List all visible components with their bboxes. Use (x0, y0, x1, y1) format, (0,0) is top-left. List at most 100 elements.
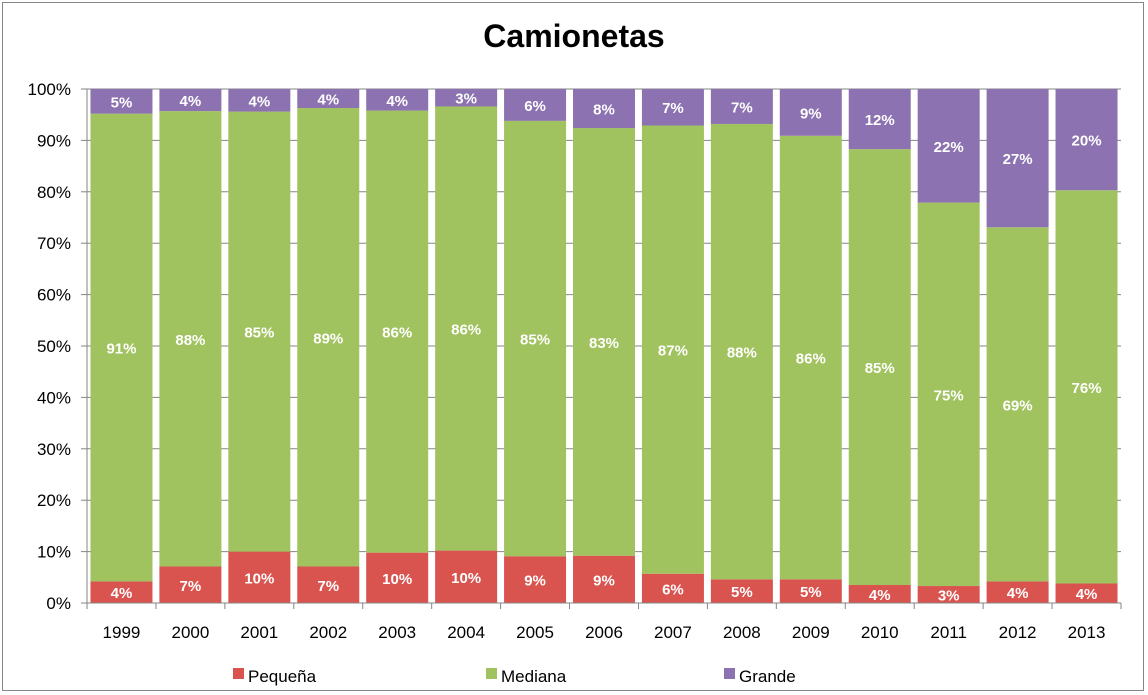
legend-label-mediana: Mediana (501, 667, 567, 686)
y-tick-label: 30% (37, 440, 71, 459)
bar-pequena-2002 (297, 566, 360, 603)
bar-grande-2011 (917, 89, 980, 203)
bar-mediana-1999 (90, 113, 153, 582)
data-label: 4% (111, 585, 133, 602)
bar-grande-2012 (986, 89, 1049, 228)
data-label: 86% (796, 351, 826, 368)
data-label: 4% (386, 93, 408, 110)
bar-pequena-2008 (710, 579, 773, 603)
bar-mediana-2013 (1055, 190, 1118, 584)
data-label: 7% (731, 99, 753, 116)
legend: Pequeña Mediana Grande (233, 667, 796, 686)
data-label: 85% (520, 332, 550, 349)
bar-grande-2002 (297, 89, 360, 109)
bar-grande-2007 (641, 89, 704, 126)
x-tick-label: 2007 (654, 623, 692, 642)
x-tick-label: 2002 (309, 623, 347, 642)
bar-mediana-2005 (504, 120, 567, 557)
data-label: 4% (317, 92, 339, 109)
bars-layer (90, 89, 1118, 603)
bar-mediana-2003 (366, 110, 429, 553)
y-tick-label: 80% (37, 183, 71, 202)
bar-grande-2009 (779, 89, 842, 136)
bar-grande-1999 (90, 89, 153, 114)
data-label: 10% (382, 571, 412, 588)
bar-pequena-2004 (435, 550, 498, 603)
bar-grande-2006 (573, 89, 635, 129)
legend-swatch-grande (724, 668, 735, 679)
y-tick-label: 90% (37, 131, 71, 150)
bar-grande-2013 (1055, 89, 1118, 191)
data-label: 7% (180, 578, 202, 595)
x-tick-label: 1999 (103, 623, 141, 642)
bar-pequena-2006 (573, 555, 635, 603)
data-label: 6% (662, 581, 684, 598)
bar-grande-2008 (710, 89, 773, 124)
bar-mediana-2008 (710, 123, 773, 580)
data-label: 89% (313, 330, 343, 347)
y-tick-label: 60% (37, 286, 71, 305)
data-label: 87% (658, 343, 688, 360)
data-label: 3% (938, 588, 960, 605)
data-label: 27% (1003, 151, 1033, 168)
data-label: 88% (175, 332, 205, 349)
chart-title: Camionetas (483, 18, 665, 54)
data-label: 76% (1072, 380, 1102, 397)
data-labels-layer: 4% 91% 5% 7% 88% 4% 10% 85% 4% 7% 89% 4% 10% 86% 4% 10%… (106, 91, 1101, 605)
y-tick-label: 100% (28, 80, 71, 99)
bar-mediana-2012 (986, 227, 1049, 582)
data-label: 12% (865, 112, 895, 129)
bar-mediana-2011 (917, 202, 980, 587)
x-tick-label: 2004 (447, 623, 485, 642)
legend-label-grande: Grande (739, 667, 796, 686)
data-label: 69% (1003, 397, 1033, 414)
bar-mediana-2002 (297, 108, 360, 567)
data-label: 8% (593, 102, 615, 119)
legend-label-pequena: Pequeña (248, 667, 317, 686)
bar-pequena-2000 (159, 566, 222, 603)
bar-pequena-2001 (228, 551, 291, 603)
x-tick-label: 2003 (378, 623, 416, 642)
bar-mediana-2004 (435, 106, 498, 551)
data-label: 9% (593, 572, 615, 589)
data-label: 20% (1072, 133, 1102, 150)
data-label: 86% (382, 325, 412, 342)
data-label: 6% (524, 98, 546, 115)
bar-pequena-2011 (917, 586, 980, 603)
bar-grande-2000 (159, 89, 222, 112)
data-label: 4% (1007, 585, 1029, 602)
legend-swatch-mediana (486, 668, 497, 679)
data-label: 9% (800, 105, 822, 122)
data-label: 10% (244, 570, 274, 587)
y-tick-label: 0% (46, 594, 71, 613)
bar-grande-2010 (848, 89, 911, 150)
bar-mediana-2009 (779, 135, 842, 580)
x-tick-label: 2010 (861, 623, 899, 642)
x-tick-label: 2009 (792, 623, 830, 642)
bar-grande-2001 (228, 89, 291, 112)
y-tick-label: 70% (37, 234, 71, 253)
axes-layer: 0% 10% 20% 30% 40% 50% 60% 70% 80% 90% 100% 1999 200… (28, 80, 1122, 642)
x-tick-label: 2012 (999, 623, 1037, 642)
data-label: 4% (248, 93, 270, 110)
data-label: 9% (524, 573, 546, 590)
x-tick-label: 2013 (1068, 623, 1106, 642)
data-label: 91% (106, 341, 136, 358)
bar-mediana-2000 (159, 111, 222, 567)
y-tick-label: 10% (37, 543, 71, 562)
data-label: 22% (934, 139, 964, 156)
bar-pequena-2012 (986, 581, 1049, 603)
y-tick-label: 50% (37, 337, 71, 356)
data-label: 4% (1076, 586, 1098, 603)
data-label: 83% (589, 335, 619, 352)
data-label: 10% (451, 570, 481, 587)
bar-mediana-2007 (641, 125, 704, 574)
y-tick-label: 20% (37, 491, 71, 510)
bar-pequena-2007 (641, 573, 704, 603)
bar-pequena-2009 (779, 579, 842, 603)
data-label: 7% (317, 578, 339, 595)
bar-mediana-2010 (848, 149, 911, 586)
data-label: 86% (451, 322, 481, 339)
bar-mediana-2006 (573, 128, 635, 556)
